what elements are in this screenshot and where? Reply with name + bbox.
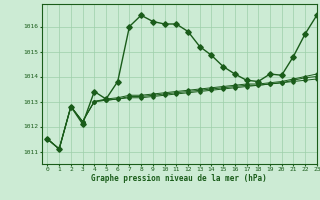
X-axis label: Graphe pression niveau de la mer (hPa): Graphe pression niveau de la mer (hPa) <box>91 174 267 183</box>
